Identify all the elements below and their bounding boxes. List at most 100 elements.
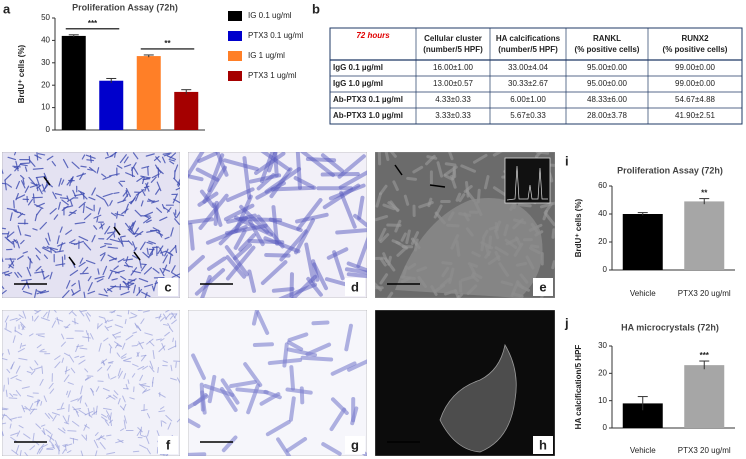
cell xyxy=(123,280,128,287)
cell xyxy=(83,423,88,431)
cell xyxy=(6,207,18,211)
y-tick-label: 40 xyxy=(41,36,50,45)
cell xyxy=(159,267,165,277)
cell xyxy=(140,291,151,298)
cell xyxy=(7,349,10,355)
cell xyxy=(33,366,42,370)
cell xyxy=(162,267,171,272)
cell xyxy=(61,357,64,363)
cell xyxy=(117,199,127,204)
cell xyxy=(114,152,117,158)
cell xyxy=(38,186,43,195)
table-cell: 5.67±0.33 xyxy=(510,111,546,120)
cell xyxy=(54,355,61,360)
cell xyxy=(321,442,342,456)
error-bar xyxy=(699,198,710,205)
legend-label: PTX3 1 ug/ml xyxy=(248,71,297,80)
chart-title: Proliferation Assay (72h) xyxy=(617,165,723,175)
cell xyxy=(392,180,399,192)
cell xyxy=(104,319,109,324)
cell xyxy=(14,329,23,336)
cell xyxy=(97,268,100,275)
cell xyxy=(99,441,106,450)
label-box xyxy=(533,278,553,296)
bar xyxy=(622,214,663,270)
cell xyxy=(22,251,28,254)
cell xyxy=(164,331,170,337)
cell xyxy=(89,155,92,163)
cell xyxy=(107,288,113,293)
cell xyxy=(140,263,147,266)
cell xyxy=(62,443,68,446)
cell xyxy=(76,345,84,348)
cell xyxy=(6,231,10,238)
cell xyxy=(67,197,74,202)
cell xyxy=(517,203,532,208)
cell xyxy=(80,385,83,395)
cell xyxy=(49,247,58,251)
panel-label: i xyxy=(565,153,569,168)
cell xyxy=(49,388,55,394)
cell xyxy=(43,254,48,260)
cell xyxy=(132,450,140,453)
cell xyxy=(71,161,80,170)
cell xyxy=(59,226,63,233)
table-cell: 4.33±0.33 xyxy=(435,95,471,104)
cell xyxy=(13,200,15,209)
cell xyxy=(412,165,424,174)
cell xyxy=(172,337,174,343)
table-header: RANKL xyxy=(593,34,621,43)
cell xyxy=(159,406,165,410)
cell xyxy=(46,447,55,450)
cell xyxy=(79,355,85,358)
cell xyxy=(122,342,126,350)
cell xyxy=(28,176,36,186)
cell xyxy=(102,265,108,276)
cell xyxy=(72,311,77,317)
cell xyxy=(130,196,137,205)
cell xyxy=(16,430,21,437)
cell xyxy=(138,383,145,389)
y-tick-label: 0 xyxy=(46,125,51,134)
cell xyxy=(90,333,94,340)
cell xyxy=(65,366,68,375)
y-tick-label: 50 xyxy=(41,13,50,22)
cell xyxy=(86,312,92,317)
cell xyxy=(152,227,161,232)
cell xyxy=(78,261,86,267)
cell xyxy=(38,447,44,454)
table-cell: IgG 0.1 µg/ml xyxy=(333,63,383,72)
cell xyxy=(41,365,44,374)
cell xyxy=(36,398,39,407)
cell xyxy=(49,207,57,215)
cell xyxy=(305,157,337,163)
cell xyxy=(19,342,23,349)
cell xyxy=(41,430,46,435)
cell xyxy=(140,409,148,412)
cell xyxy=(69,269,79,276)
cell xyxy=(233,194,253,233)
x-tick-label: Vehicle xyxy=(630,446,656,455)
cell xyxy=(174,244,178,254)
cell xyxy=(54,250,64,253)
cell xyxy=(5,414,13,422)
cell xyxy=(2,289,7,295)
cell xyxy=(127,240,133,246)
cell xyxy=(458,193,466,203)
image-background xyxy=(2,152,180,298)
micrograph: h xyxy=(375,310,555,456)
cell xyxy=(379,233,390,244)
cell xyxy=(70,398,79,402)
cell xyxy=(285,437,308,453)
cell xyxy=(63,205,74,209)
table-cell: 54.67±4.88 xyxy=(675,95,716,104)
cell xyxy=(400,232,407,242)
cell xyxy=(167,345,177,351)
cell xyxy=(2,407,9,410)
cell xyxy=(24,406,31,412)
cell xyxy=(54,443,61,452)
cell xyxy=(9,392,14,397)
cell xyxy=(40,424,46,427)
cell xyxy=(132,152,139,160)
y-axis-label: HA calcification/5 HPF xyxy=(574,345,583,430)
